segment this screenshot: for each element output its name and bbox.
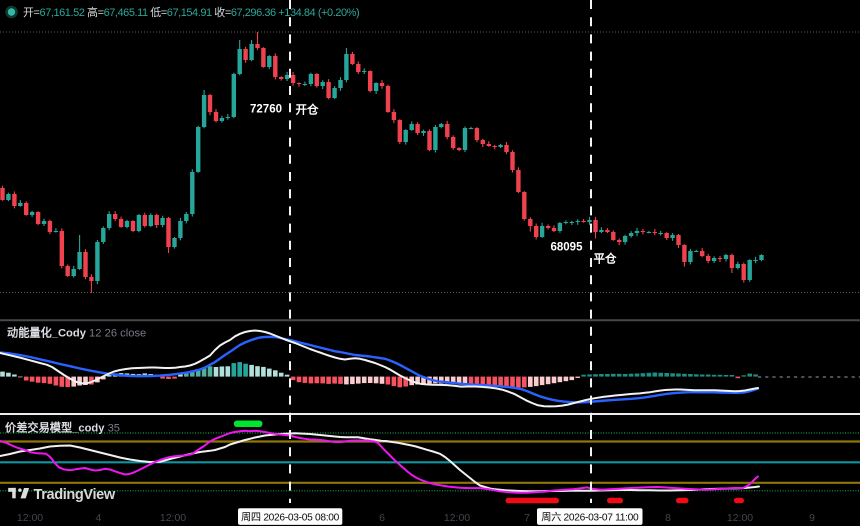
- svg-text:7: 7: [524, 512, 530, 524]
- svg-text:68095: 68095: [551, 242, 584, 254]
- svg-text:8: 8: [665, 512, 671, 524]
- svg-text:12:00: 12:00: [727, 512, 753, 524]
- svg-text:开=67,161.52 高=67,465.11 低=67,1: 开=67,161.52 高=67,465.11 低=67,154.91 收=67…: [23, 5, 359, 19]
- svg-text:12:00: 12:00: [17, 512, 43, 524]
- svg-text:开仓: 开仓: [296, 103, 319, 117]
- svg-text:动能量化_Cody 12 26 close: 动能量化_Cody 12 26 close: [7, 326, 146, 340]
- svg-text:72760: 72760: [250, 104, 282, 116]
- svg-text:平仓: 平仓: [594, 252, 617, 266]
- svg-text:周四 2026-03-05 08:00: 周四 2026-03-05 08:00: [241, 511, 340, 523]
- svg-text:12:00: 12:00: [160, 512, 186, 524]
- svg-text:4: 4: [95, 512, 101, 524]
- svg-text:TradingView: TradingView: [34, 487, 116, 503]
- svg-text:6: 6: [379, 512, 385, 524]
- svg-text:价差交易模型_cody 35: 价差交易模型_cody 35: [5, 421, 120, 435]
- svg-text:9: 9: [809, 512, 815, 524]
- svg-text:12:00: 12:00: [444, 512, 470, 524]
- svg-text:周六 2026-03-07 11:00: 周六 2026-03-07 11:00: [541, 511, 639, 523]
